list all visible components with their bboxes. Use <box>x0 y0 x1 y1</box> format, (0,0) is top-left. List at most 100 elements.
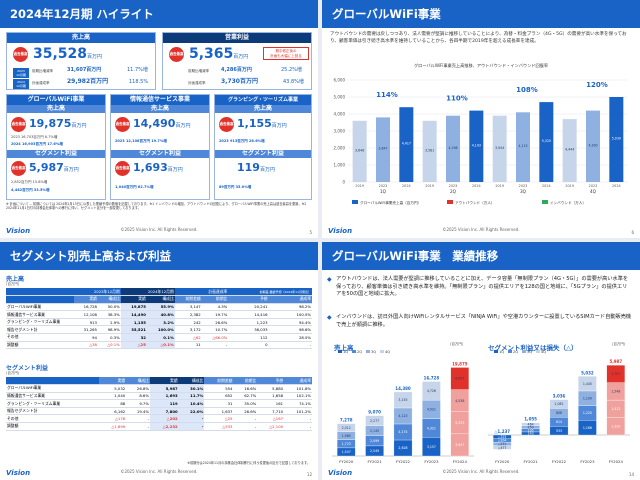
table-row: グローバルWiFi事業 16,728 50.0% 19,875 55.9% 3,147 4.… <box>6 303 312 312</box>
segment-label: △231 <box>498 442 507 446</box>
yoy-pct: 25.2%増 <box>281 67 302 73</box>
table-header <box>6 288 74 297</box>
table-cell: - <box>201 341 229 350</box>
bar-label: 3,646 <box>355 148 364 152</box>
table-subheader: 構成比 <box>146 295 175 304</box>
vision-logo: Vision <box>328 469 353 477</box>
table-cell: △533 <box>204 422 234 431</box>
info-c: 1,040百万円 62.7%増 <box>115 185 154 189</box>
table-cell: 5,987 <box>149 384 179 393</box>
segment-label: 2,628 <box>398 446 407 450</box>
prev-op: 4,286百万円 <box>221 67 252 73</box>
x-tick-label: FY2022 <box>552 459 567 464</box>
table-subheader: 構成比 <box>97 295 121 304</box>
table-cell: 1,658 <box>257 392 285 401</box>
bar <box>562 119 577 182</box>
table-header: 計画達成率 <box>174 288 229 297</box>
unit-label: (百万円) <box>6 282 20 286</box>
segment-label: 2,277 <box>370 419 379 423</box>
table-cell: △2,100 <box>257 422 285 431</box>
table-row: グランピング・ツーリズム事業 913 2.9% 1,155 3.2% 242 26.6% 1,… <box>6 318 312 327</box>
segment-label: 253 <box>528 426 534 430</box>
glamp-a: 2023 913百万円 26.6%増 <box>219 139 265 143</box>
bar-label: 4,290 <box>588 143 597 147</box>
table-cell: 55.9% <box>146 303 175 312</box>
table-row: グローバルWiFi事業 5,032 26.8% 5,987 30.1% 554 16.6% 5… <box>6 384 312 393</box>
table-cell: 38.3% <box>97 310 121 319</box>
bar <box>586 110 600 182</box>
table-subheader: 構成比 <box>178 377 205 386</box>
table-cell: 3,147 <box>174 303 202 312</box>
table-cell: △0.1% <box>97 341 121 350</box>
bar <box>539 102 554 182</box>
table-cell: 14,490 <box>120 310 147 319</box>
diamond-icon: ◆ <box>327 276 332 283</box>
revenue-table: 2023年12月期 2024年12月期 計画達成率 前期差 業績予想（2024年… <box>6 288 312 350</box>
slide-wifi-trend: グローバルWiFi事業 業績推移 ◆ アウトバウンドは、法人需要が堅調に推移してい… <box>322 242 640 480</box>
y-tick-label: 4,000 <box>334 112 346 117</box>
right-chart-title: セグメント利益又は損失（△） <box>488 344 578 352</box>
table-header: 2023年12月期 <box>74 288 121 297</box>
table-cell: 情報通信サービス事業 <box>6 310 74 319</box>
quarter-label: 3Q <box>520 189 527 194</box>
diamond-icon: ◆ <box>327 314 332 321</box>
x-tick-label: 2024 <box>472 184 481 188</box>
bar <box>352 120 367 182</box>
info-profit-value: 1,693百万円 <box>133 161 183 174</box>
table-cell: 16,728 <box>74 303 98 312</box>
wifi-profit-band: セグメント利益 <box>7 150 105 158</box>
wifi-b: 2024 16,903百万円 17.6%増 <box>11 142 63 146</box>
x-tick-label: 2023 <box>589 184 598 188</box>
table-cell: - <box>233 414 258 424</box>
legend-swatch <box>338 350 342 353</box>
segment-label: 533 <box>556 429 562 433</box>
table-subheader: 実績 <box>99 377 127 386</box>
glamp-profit-value: 119百万円 <box>237 161 275 174</box>
table-cell: - <box>284 414 312 424</box>
legend-label: 4Q <box>385 350 390 354</box>
growth-label: 114% <box>376 91 398 99</box>
total-label: 3,036 <box>553 394 566 399</box>
table-cell: 1,040 <box>99 392 127 401</box>
plan-pct: 43.8%増 <box>283 79 304 85</box>
table-cell: 16.6% <box>233 384 258 393</box>
slide-highlight: 2024年12月期 ハイライト 売上高 過去最高 35,528百万円 2023 1… <box>0 0 318 238</box>
glamp-box: グランピング・ツーリズム事業 売上高 過去最高 1,155百万円 2023 91… <box>214 94 312 200</box>
legend-label: インバウンド（万人） <box>550 200 586 205</box>
glamp-band: グランピング・ツーリズム事業 <box>215 95 311 105</box>
info-a: 2023 12,108百万円 19.7%増 <box>115 139 167 143</box>
table-cell: - <box>178 422 205 431</box>
total-label: △1,237 <box>494 429 510 434</box>
legend-swatch <box>494 350 498 353</box>
table-cell: 28.5% <box>268 333 312 342</box>
table-cell: 62.7% <box>233 392 258 401</box>
slide-title: グローバルWiFi事業 業績推移 <box>322 242 640 270</box>
unit-label: (百万円) <box>6 371 20 375</box>
prev-revenue: 31,607百万円 <box>67 67 102 73</box>
legend-label: 2Q <box>357 350 362 354</box>
table-subheader: 前期差額 <box>174 295 202 304</box>
table-row: その他 94 0.3% 32 0.1% △62 △66.0% 112 28.5% <box>6 333 312 342</box>
table-cell: 26.8% <box>126 384 150 393</box>
table-cell: 31,265 <box>74 325 98 335</box>
table-row: 情報通信サービス事業 1,040 8.6% 1,693 11.7% 652 62.7% 1,6… <box>6 392 312 401</box>
segment-label: △325 <box>498 435 507 439</box>
segment-label: 2,549 <box>370 449 379 453</box>
segment-label: 2,145 <box>370 429 379 433</box>
bar-segment <box>393 391 413 409</box>
table-cell: - <box>178 414 205 424</box>
table-cell: 1,155 <box>120 318 147 327</box>
yoy-pct: 11.7%増 <box>127 67 148 73</box>
glamp-rev-value: 1,155百万円 <box>237 117 287 130</box>
wifi-a: 2023 16,703百万円 6.7%増 <box>11 135 58 139</box>
table-subheader <box>6 377 100 386</box>
quarter-label: 1Q <box>380 189 387 194</box>
table-cell: 報告セグメント計 <box>6 325 74 335</box>
bar <box>422 120 437 182</box>
page-number: 12 <box>306 472 312 477</box>
y-tick-label: 3,000 <box>334 129 346 134</box>
table-cell: 26.6% <box>233 407 258 416</box>
legend-swatch <box>522 350 526 353</box>
slide-segments: セグメント別売上高および利益 売上高 (百万円) 2023年12月期 2024年… <box>0 242 318 480</box>
